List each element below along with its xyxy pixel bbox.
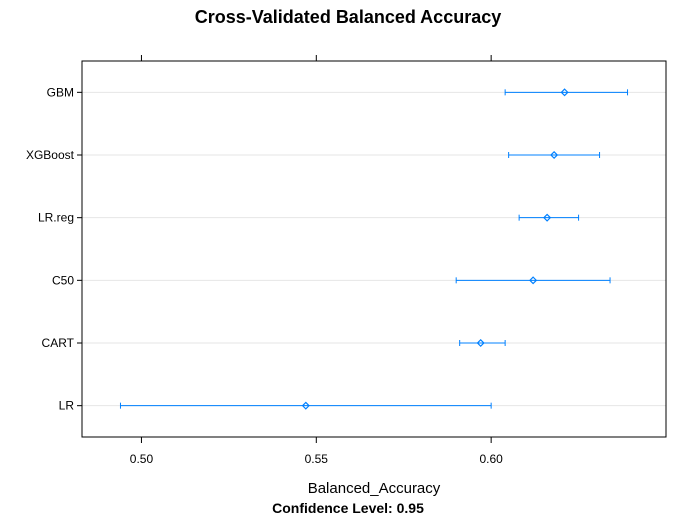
chart-title: Cross-Validated Balanced Accuracy: [195, 7, 501, 27]
axis-ticks: 0.50 0.55 0.60: [77, 55, 503, 466]
interval-lr-reg: [518, 213, 580, 222]
interval-gbm: [504, 88, 629, 97]
category-label: LR.reg: [38, 211, 74, 225]
x-tick-label: 0.60: [479, 452, 503, 466]
category-label: LR: [59, 399, 75, 413]
interval-xgboost: [508, 150, 601, 160]
grid-lines: [82, 91, 666, 407]
category-label: CART: [42, 336, 75, 350]
x-tick-label: 0.50: [130, 452, 154, 466]
category-label: XGBoost: [26, 148, 75, 162]
estimate-point: [476, 338, 485, 348]
category-label: GBM: [47, 85, 74, 99]
x-axis-label: Balanced_Accuracy: [308, 480, 441, 497]
plot-frame: [81, 60, 667, 438]
estimate-point: [550, 150, 559, 160]
interval-series: [119, 88, 629, 410]
estimate-point: [560, 88, 569, 97]
interval-c50: [455, 276, 611, 285]
x-tick-label: 0.55: [305, 452, 329, 466]
interval-cart: [459, 338, 506, 348]
category-label: C50: [52, 273, 74, 287]
estimate-point: [301, 401, 310, 410]
interval-lr: [119, 401, 492, 410]
confidence-subtitle: Confidence Level: 0.95: [272, 500, 424, 516]
estimate-point: [543, 213, 552, 222]
estimate-point: [529, 276, 538, 285]
category-labels: GBM XGBoost LR.reg C50 CART LR: [26, 85, 75, 412]
